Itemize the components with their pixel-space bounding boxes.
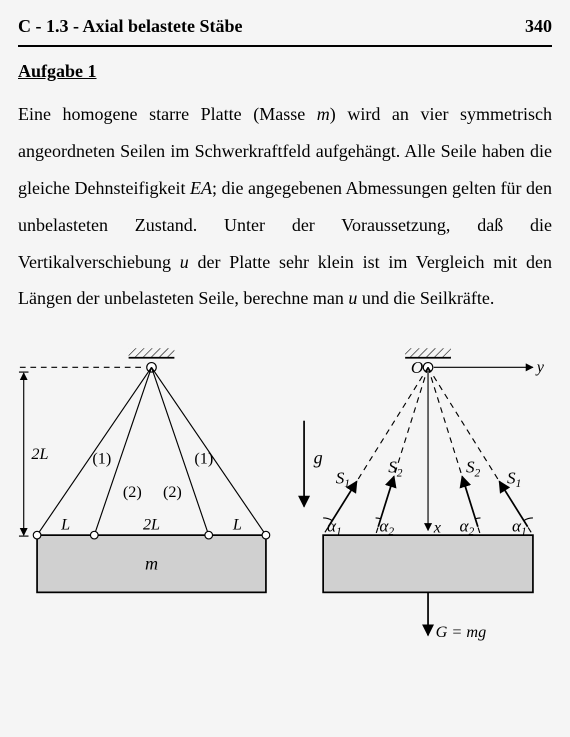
var-m: m [317, 104, 330, 124]
problem-statement: Eine homogene starre Platte (Masse m) wi… [18, 96, 552, 317]
text-fragment: und die Seil­kräfte. [357, 288, 494, 308]
svg-text:G = mg: G = mg [436, 624, 487, 642]
svg-text:S2: S2 [466, 458, 481, 480]
text-fragment: Eine homogene starre Platte (Masse [18, 104, 317, 124]
var-EA: EA [190, 178, 212, 198]
svg-text:2L: 2L [143, 516, 160, 534]
var-u: u [180, 252, 189, 272]
var-u: u [348, 288, 357, 308]
svg-text:y: y [535, 358, 545, 376]
task-title: Aufgabe 1 [18, 61, 552, 82]
page-number: 340 [525, 16, 552, 37]
svg-text:(2): (2) [123, 483, 142, 501]
svg-text:m: m [145, 554, 158, 574]
svg-text:S2: S2 [388, 458, 403, 480]
svg-text:S1: S1 [336, 469, 350, 491]
svg-text:L: L [232, 516, 242, 534]
svg-text:S1: S1 [507, 469, 521, 491]
svg-text:x: x [433, 519, 442, 537]
figure: (1)(1)(2)(2)m2LL2LLgOyxS1S2S2S1α1α2α2α1G… [18, 337, 552, 657]
svg-text:2L: 2L [31, 445, 48, 463]
svg-text:(1): (1) [194, 450, 213, 468]
header-rule [18, 45, 552, 47]
page-header: C - 1.3 - Axial belastete Stäbe 340 [18, 16, 552, 37]
figure-svg: (1)(1)(2)(2)m2LL2LLgOyxS1S2S2S1α1α2α2α1G… [18, 337, 552, 657]
svg-text:O: O [411, 358, 423, 377]
section-title: C - 1.3 - Axial belastete Stäbe [18, 16, 242, 37]
svg-text:(2): (2) [163, 483, 182, 501]
svg-text:g: g [314, 448, 323, 468]
svg-text:(1): (1) [92, 450, 111, 468]
svg-text:L: L [60, 516, 70, 534]
